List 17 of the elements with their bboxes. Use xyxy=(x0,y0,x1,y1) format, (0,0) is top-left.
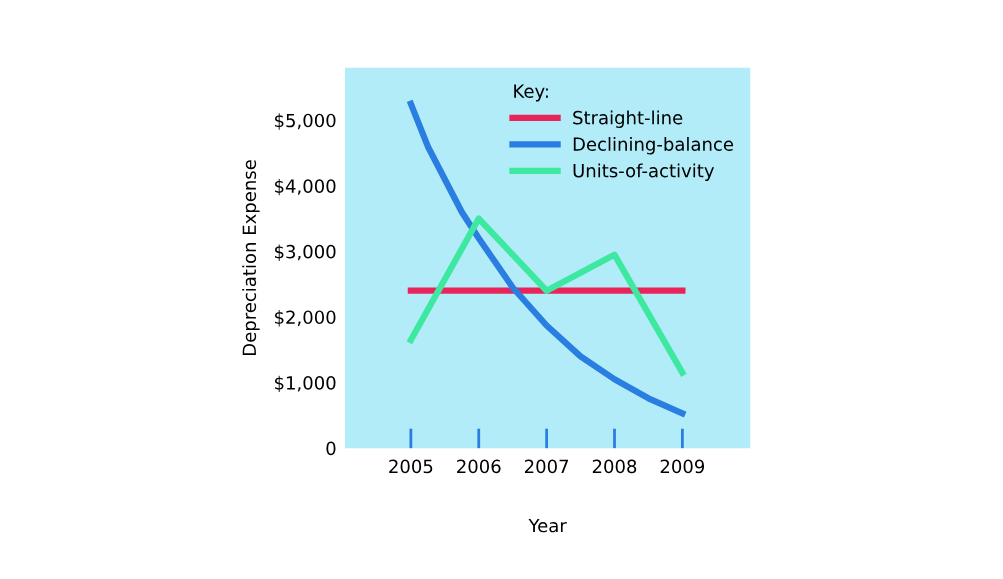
x-tick-label: 2008 xyxy=(592,459,637,474)
x-tick-label: 2005 xyxy=(389,459,433,474)
y-tick-label: $4,000 xyxy=(275,178,336,196)
legend-title: Key: xyxy=(514,84,548,102)
x-tick-label: 2006 xyxy=(457,459,501,474)
y-tick-label: 0 xyxy=(326,441,336,456)
legend-label: Straight-line xyxy=(573,110,683,128)
y-tick-label: $5,000 xyxy=(275,113,336,130)
y-tick-label: $2,000 xyxy=(275,310,336,327)
legend-label: Units-of-activity xyxy=(573,163,715,181)
x-tick-label: 2007 xyxy=(524,459,569,474)
x-tick-label: 2009 xyxy=(660,459,705,474)
legend-label: Declining-balance xyxy=(573,137,734,155)
x-axis-title: Year xyxy=(528,518,567,533)
y-tick-label: $3,000 xyxy=(275,244,336,261)
y-tick-label: $1,000 xyxy=(275,375,336,393)
y-axis-title: Depreciation Expense xyxy=(242,160,260,355)
